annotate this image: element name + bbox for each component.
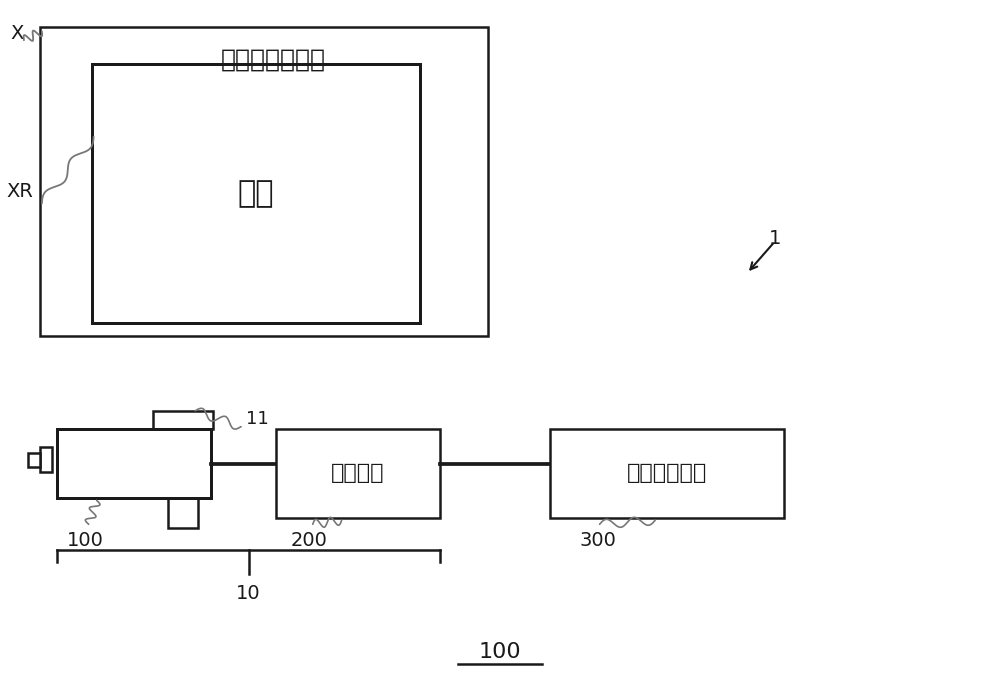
Bar <box>168 428 198 528</box>
Bar <box>92 64 420 323</box>
Text: 10: 10 <box>236 584 261 603</box>
Text: 300: 300 <box>580 531 617 550</box>
Text: 1: 1 <box>769 229 781 248</box>
Text: X: X <box>10 24 23 44</box>
Bar <box>276 428 440 518</box>
Text: 腔室: 腔室 <box>238 179 274 208</box>
Text: 11: 11 <box>246 410 269 428</box>
Bar <box>57 428 211 498</box>
Bar <box>550 428 784 518</box>
Bar <box>40 27 488 336</box>
Text: 半导体制造装置: 半导体制造装置 <box>220 47 325 71</box>
Text: 控制装置: 控制装置 <box>331 464 385 484</box>
Text: XR: XR <box>6 182 33 201</box>
Text: 远程控制装置: 远程控制装置 <box>627 464 707 484</box>
Text: 200: 200 <box>291 531 328 550</box>
Bar <box>28 453 40 466</box>
Bar <box>40 446 52 473</box>
Text: 100: 100 <box>67 531 104 550</box>
Bar <box>153 410 213 428</box>
Text: 100: 100 <box>479 642 521 662</box>
